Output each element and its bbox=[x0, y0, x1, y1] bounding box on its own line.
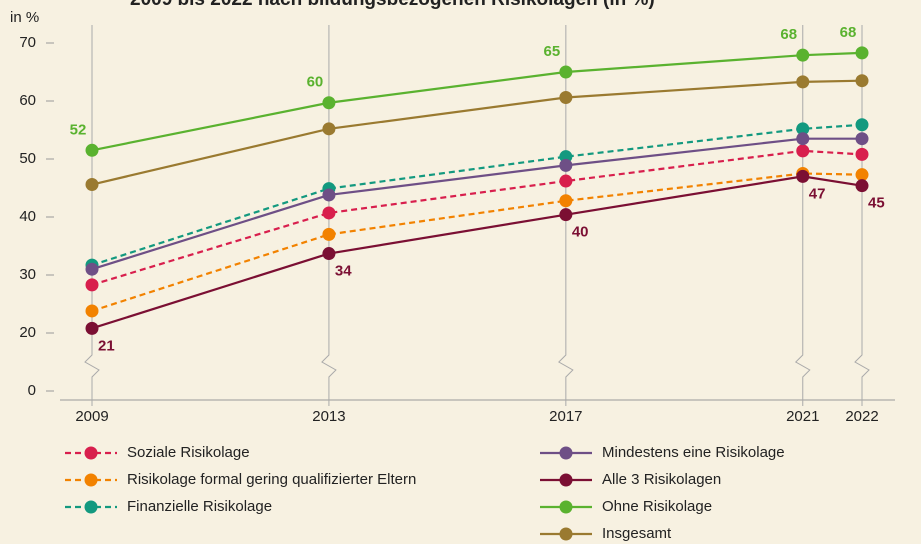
line bbox=[91, 172, 863, 313]
y-tick-label: 70 bbox=[19, 34, 36, 51]
grid-line bbox=[794, 25, 811, 406]
value-label: 65 bbox=[544, 43, 561, 60]
legend-marker bbox=[84, 473, 98, 487]
marker bbox=[796, 144, 810, 158]
marker bbox=[796, 75, 810, 89]
line bbox=[91, 51, 863, 152]
y-tick-label: 0 bbox=[28, 382, 36, 399]
marker bbox=[559, 158, 573, 172]
chart-title: 2009 bis 2022 nach bildungsbezogenen Ris… bbox=[130, 0, 655, 10]
value-label: 52 bbox=[70, 121, 87, 138]
marker bbox=[85, 278, 99, 292]
legend-label: Alle 3 Risikolagen bbox=[602, 471, 721, 488]
line bbox=[91, 149, 863, 286]
legend-marker bbox=[559, 446, 573, 460]
value-label: 34 bbox=[335, 263, 352, 280]
value-label: 21 bbox=[98, 337, 115, 354]
value-label: 68 bbox=[780, 26, 797, 43]
y-tick-label: 50 bbox=[19, 150, 36, 167]
line bbox=[91, 175, 863, 330]
legend-label: Mindestens eine Risikolage bbox=[602, 444, 785, 461]
x-tick-label: 2021 bbox=[786, 408, 819, 425]
legend-label: Risikolage formal gering qualifizierter … bbox=[127, 471, 416, 488]
grid-line bbox=[558, 25, 574, 406]
legend-label: Ohne Risikolage bbox=[602, 498, 712, 515]
marker bbox=[559, 194, 573, 208]
marker bbox=[559, 208, 573, 222]
marker bbox=[559, 65, 573, 79]
marker bbox=[855, 132, 869, 146]
marker bbox=[322, 96, 336, 110]
value-label: 47 bbox=[809, 185, 826, 202]
legend-marker bbox=[559, 500, 573, 514]
marker bbox=[85, 178, 99, 192]
value-label: 60 bbox=[307, 74, 324, 91]
x-tick-label: 2017 bbox=[549, 408, 582, 425]
marker bbox=[855, 118, 869, 132]
marker bbox=[322, 247, 336, 261]
marker bbox=[796, 122, 810, 136]
marker bbox=[322, 188, 336, 202]
legend-label: Finanzielle Risikolage bbox=[127, 498, 272, 515]
value-label: 68 bbox=[840, 24, 857, 41]
grid-line bbox=[84, 25, 100, 406]
x-tick-label: 2013 bbox=[312, 408, 345, 425]
marker bbox=[855, 74, 869, 88]
marker bbox=[796, 169, 810, 183]
marker bbox=[85, 321, 99, 335]
grid-line bbox=[854, 25, 870, 406]
legend-label: Soziale Risikolage bbox=[127, 444, 250, 461]
marker bbox=[85, 143, 99, 157]
y-tick-label: 40 bbox=[19, 208, 36, 225]
marker bbox=[559, 174, 573, 188]
marker bbox=[322, 122, 336, 136]
marker bbox=[855, 179, 869, 193]
grid-line bbox=[321, 25, 337, 406]
marker bbox=[796, 48, 810, 62]
marker bbox=[796, 132, 810, 146]
marker bbox=[85, 262, 99, 276]
value-label: 40 bbox=[572, 224, 589, 241]
marker bbox=[855, 46, 869, 60]
x-tick-label: 2009 bbox=[75, 408, 108, 425]
legend-marker bbox=[559, 473, 573, 487]
marker bbox=[559, 91, 573, 105]
line bbox=[91, 123, 863, 267]
y-axis-label: in % bbox=[10, 9, 39, 26]
value-label: 45 bbox=[868, 195, 885, 212]
marker bbox=[322, 206, 336, 220]
marker bbox=[85, 304, 99, 318]
legend-marker bbox=[84, 446, 98, 460]
legend-marker bbox=[559, 527, 573, 541]
y-tick-label: 20 bbox=[19, 324, 36, 341]
y-tick-label: 30 bbox=[19, 266, 36, 283]
marker bbox=[322, 227, 336, 241]
x-tick-label: 2022 bbox=[845, 408, 878, 425]
line bbox=[91, 79, 863, 186]
legend-label: Insgesamt bbox=[602, 525, 672, 542]
y-tick-label: 60 bbox=[19, 92, 36, 109]
marker bbox=[855, 168, 869, 182]
legend-marker bbox=[84, 500, 98, 514]
marker bbox=[855, 147, 869, 161]
